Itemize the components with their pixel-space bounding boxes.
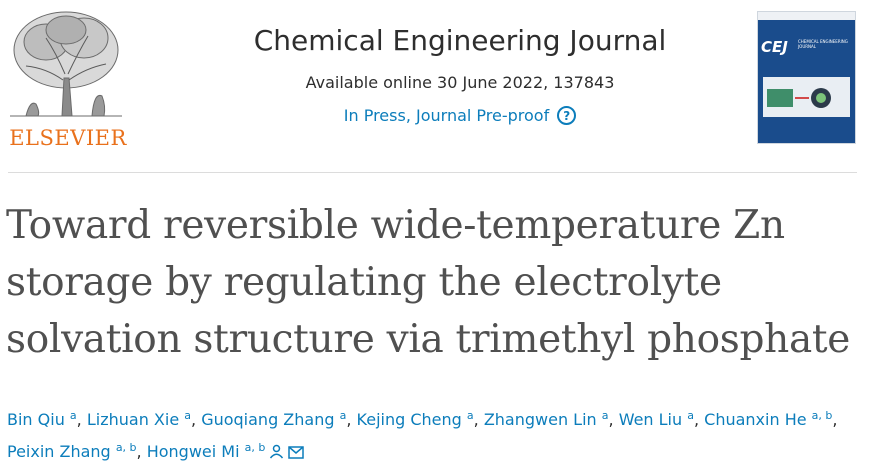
author-link[interactable]: Chuanxin He a, b bbox=[704, 409, 833, 429]
elsevier-wordmark: ELSEVIER bbox=[9, 126, 127, 150]
journal-info: Chemical Engineering Journal Available o… bbox=[200, 24, 720, 125]
status-row: In Press, Journal Pre-proof ? bbox=[200, 106, 720, 125]
author-affiliation: a bbox=[466, 409, 474, 422]
author-link[interactable]: Wen Liu a bbox=[618, 409, 694, 429]
author-separator: , bbox=[608, 410, 619, 429]
available-online: Available online 30 June 2022, 137843 bbox=[305, 73, 615, 92]
author-affiliation: a bbox=[601, 409, 609, 422]
author-link[interactable]: Hongwei Mi a, b bbox=[146, 441, 266, 461]
author-separator: , bbox=[136, 442, 147, 461]
author-affiliation: a bbox=[687, 409, 694, 422]
author-affiliation: a, b bbox=[115, 441, 137, 454]
header-divider bbox=[8, 172, 857, 173]
author-link[interactable]: Lizhuan Xie a bbox=[86, 409, 192, 429]
cover-name: CHEMICAL ENGINEERING JOURNAL bbox=[798, 39, 848, 49]
envelope-icon[interactable] bbox=[288, 446, 305, 459]
author-link[interactable]: Guoqiang Zhang a bbox=[201, 409, 347, 429]
journal-cover-image[interactable]: CEJ CHEMICAL ENGINEERING JOURNAL bbox=[757, 11, 856, 144]
author-link[interactable]: Bin Qiu a bbox=[7, 409, 77, 429]
author-name: Wen Liu bbox=[618, 410, 683, 429]
elsevier-logo[interactable]: ELSEVIER bbox=[6, 8, 126, 150]
author-separator: , bbox=[346, 410, 357, 429]
status-link[interactable]: In Press, Journal Pre-proof bbox=[343, 106, 550, 125]
author-separator: , bbox=[693, 410, 705, 429]
cover-abbr: CEJ bbox=[761, 38, 788, 56]
author-separator: , bbox=[191, 410, 202, 429]
article-title: Toward reversible wide-temperature Zn st… bbox=[6, 203, 851, 362]
author-name: Lizhuan Xie bbox=[86, 410, 180, 429]
article-header: ELSEVIER Chemical Engineering Journal Av… bbox=[0, 0, 877, 172]
author-link[interactable]: Zhangwen Lin a bbox=[483, 409, 609, 429]
author-separator: , bbox=[832, 410, 838, 429]
author-name: Kejing Cheng bbox=[356, 410, 462, 429]
author-name: Chuanxin He bbox=[704, 410, 807, 429]
author-name: Hongwei Mi bbox=[146, 442, 240, 461]
question-circle-icon[interactable]: ? bbox=[557, 106, 577, 125]
author-link[interactable]: Kejing Cheng a bbox=[356, 409, 474, 429]
author-link[interactable]: Peixin Zhang a, b bbox=[7, 441, 137, 461]
person-icon[interactable] bbox=[269, 444, 284, 459]
author-affiliation: a bbox=[69, 409, 77, 422]
author-list: Bin Qiu a, Lizhuan Xie a, Guoqiang Zhang… bbox=[7, 402, 867, 466]
cover-graphic bbox=[763, 77, 850, 117]
elsevier-tree-icon bbox=[10, 11, 122, 117]
cover-graphic-art bbox=[767, 88, 831, 108]
author-separator: , bbox=[76, 410, 87, 429]
author-separator: , bbox=[473, 410, 484, 429]
journal-title-link[interactable]: Chemical Engineering Journal bbox=[253, 24, 667, 57]
author-affiliation: a bbox=[184, 409, 192, 422]
author-name: Bin Qiu bbox=[7, 410, 65, 429]
author-name: Zhangwen Lin bbox=[483, 410, 597, 429]
author-affiliation: a bbox=[339, 409, 347, 422]
cover-topbar bbox=[758, 12, 855, 20]
author-name: Guoqiang Zhang bbox=[201, 410, 335, 429]
author-affiliation: a, b bbox=[244, 441, 266, 454]
author-affiliation: a, b bbox=[811, 409, 833, 422]
author-name: Peixin Zhang bbox=[7, 442, 111, 461]
